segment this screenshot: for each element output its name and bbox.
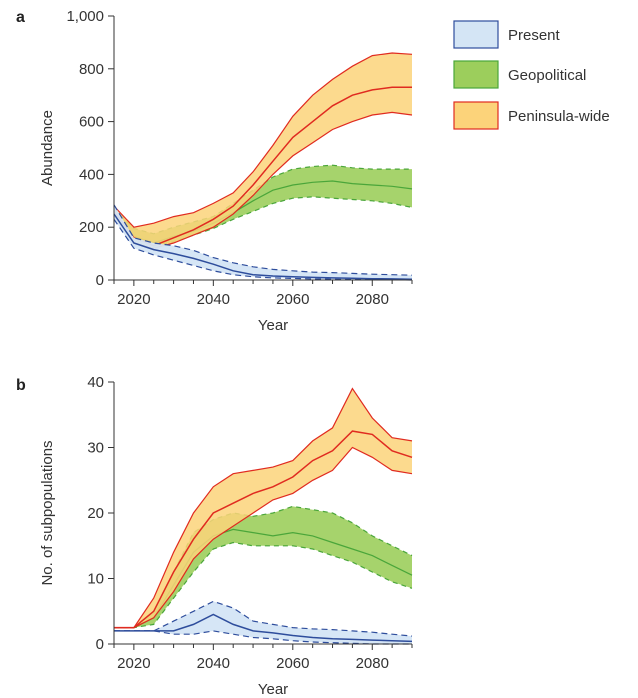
y-tick-label: 800	[79, 61, 104, 78]
lower-bound-present	[114, 630, 412, 645]
panel-b-label: b	[16, 377, 26, 394]
y-axis-label: Abundance	[39, 110, 56, 186]
legend: Present Geopolitical Peninsula-wide	[453, 20, 610, 130]
y-tick-label: 20	[87, 505, 104, 522]
y-tick-label: 0	[96, 272, 104, 289]
band-peninsula-wide	[114, 53, 412, 249]
legend-item-geopolitical: Geopolitical	[453, 60, 586, 89]
legend-label-geopolitical: Geopolitical	[508, 67, 586, 84]
y-axis-label: No. of subpopulations	[39, 440, 56, 585]
panel-a-label: a	[16, 9, 25, 26]
y-tick-label: 400	[79, 166, 104, 183]
panel-b-plot: 0 10 20 30 40 2020 2040 2060 2080 Year No. of subp…	[39, 374, 413, 698]
y-tick-label: 30	[87, 440, 104, 457]
lower-bound-geopolitical	[114, 541, 413, 629]
x-tick-label: 2080	[356, 655, 389, 672]
upper-bound-present	[114, 600, 413, 637]
mean-line-present	[113, 213, 413, 280]
y-tick-label: 1,000	[66, 8, 104, 25]
upper-bound-peninsula-wide	[113, 52, 413, 228]
band-geopolitical	[114, 506, 412, 628]
x-tick-label: 2040	[197, 291, 230, 308]
x-tick-label: 2060	[276, 655, 309, 672]
lower-bound-peninsula-wide	[114, 446, 413, 629]
x-tick-label: 2020	[117, 655, 150, 672]
x-axis-label: Year	[258, 681, 288, 698]
legend-swatch-geopolitical	[453, 60, 499, 89]
mean-line-present	[114, 613, 413, 643]
x-tick-label: 2040	[197, 655, 230, 672]
y-tick-label: 40	[87, 374, 104, 391]
y-tick-label: 200	[79, 219, 104, 236]
upper-bound-peninsula-wide	[114, 387, 413, 629]
x-tick-label: 2020	[117, 291, 150, 308]
panel-a-plot: 0 200 400 600 800 1,000 2020 2040 2060 2080 Year Ab…	[39, 8, 413, 334]
x-tick-label: 2060	[276, 291, 309, 308]
band-peninsula-wide	[114, 388, 412, 628]
legend-swatch-peninsula-wide	[453, 101, 499, 130]
legend-item-present: Present	[453, 20, 561, 49]
mean-line-peninsula-wide	[113, 86, 412, 247]
legend-swatch-present	[453, 20, 499, 49]
band-present	[114, 204, 412, 280]
legend-label-peninsula-wide: Peninsula-wide	[508, 108, 610, 125]
y-tick-label: 0	[96, 636, 104, 653]
y-tick-label: 600	[79, 114, 104, 131]
legend-item-peninsula-wide: Peninsula-wide	[453, 101, 610, 130]
band-present	[114, 601, 412, 644]
upper-bound-present	[113, 204, 413, 276]
x-axis-label: Year	[258, 317, 288, 334]
mean-line-peninsula-wide	[114, 430, 413, 629]
legend-label-present: Present	[508, 27, 561, 44]
upper-bound-geopolitical	[113, 164, 412, 235]
x-tick-label: 2080	[356, 291, 389, 308]
y-tick-label: 10	[87, 571, 104, 588]
